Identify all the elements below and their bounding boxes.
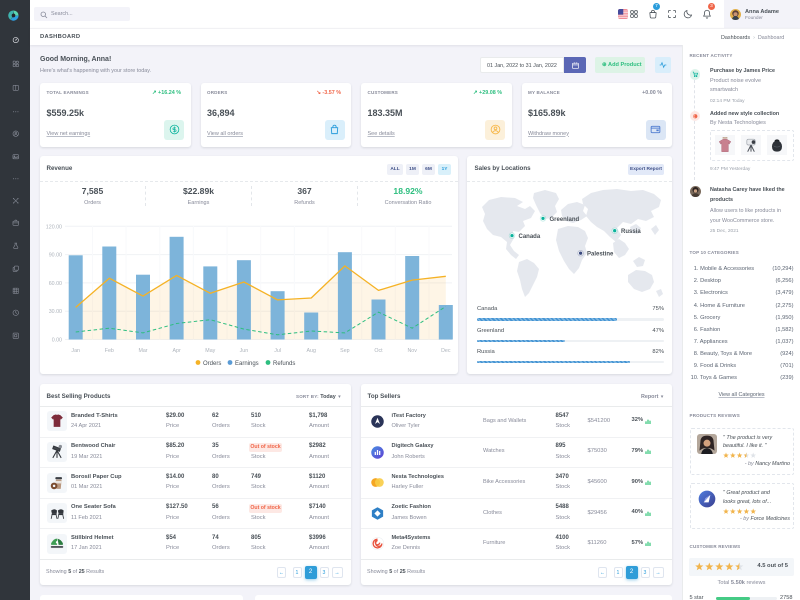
- svg-text:60.00: 60.00: [49, 281, 62, 287]
- svg-text:120.00: 120.00: [46, 224, 62, 230]
- svg-text:Orders: Orders: [203, 361, 221, 367]
- svg-text:Oct: Oct: [374, 348, 383, 354]
- svg-text:Refunds: Refunds: [273, 361, 295, 367]
- svg-text:0.00: 0.00: [52, 338, 62, 344]
- svg-text:Nov: Nov: [407, 348, 417, 354]
- svg-text:Feb: Feb: [105, 348, 114, 354]
- svg-text:Jul: Jul: [274, 348, 281, 354]
- svg-text:Jun: Jun: [240, 348, 249, 354]
- svg-text:Russia: Russia: [621, 229, 641, 235]
- svg-text:Sep: Sep: [340, 348, 349, 354]
- svg-text:Dec: Dec: [441, 348, 451, 354]
- svg-text:Greenland: Greenland: [550, 217, 580, 223]
- svg-text:May: May: [205, 348, 215, 354]
- svg-text:Canada: Canada: [519, 234, 541, 240]
- svg-text:90.00: 90.00: [49, 253, 62, 259]
- svg-text:Jan: Jan: [71, 348, 80, 354]
- svg-text:Earnings: Earnings: [235, 361, 259, 367]
- svg-text:Palestine: Palestine: [587, 252, 614, 258]
- svg-text:30.00: 30.00: [49, 309, 62, 315]
- svg-text:Mar: Mar: [138, 348, 147, 354]
- svg-text:Aug: Aug: [306, 348, 315, 354]
- svg-text:Apr: Apr: [172, 348, 180, 354]
